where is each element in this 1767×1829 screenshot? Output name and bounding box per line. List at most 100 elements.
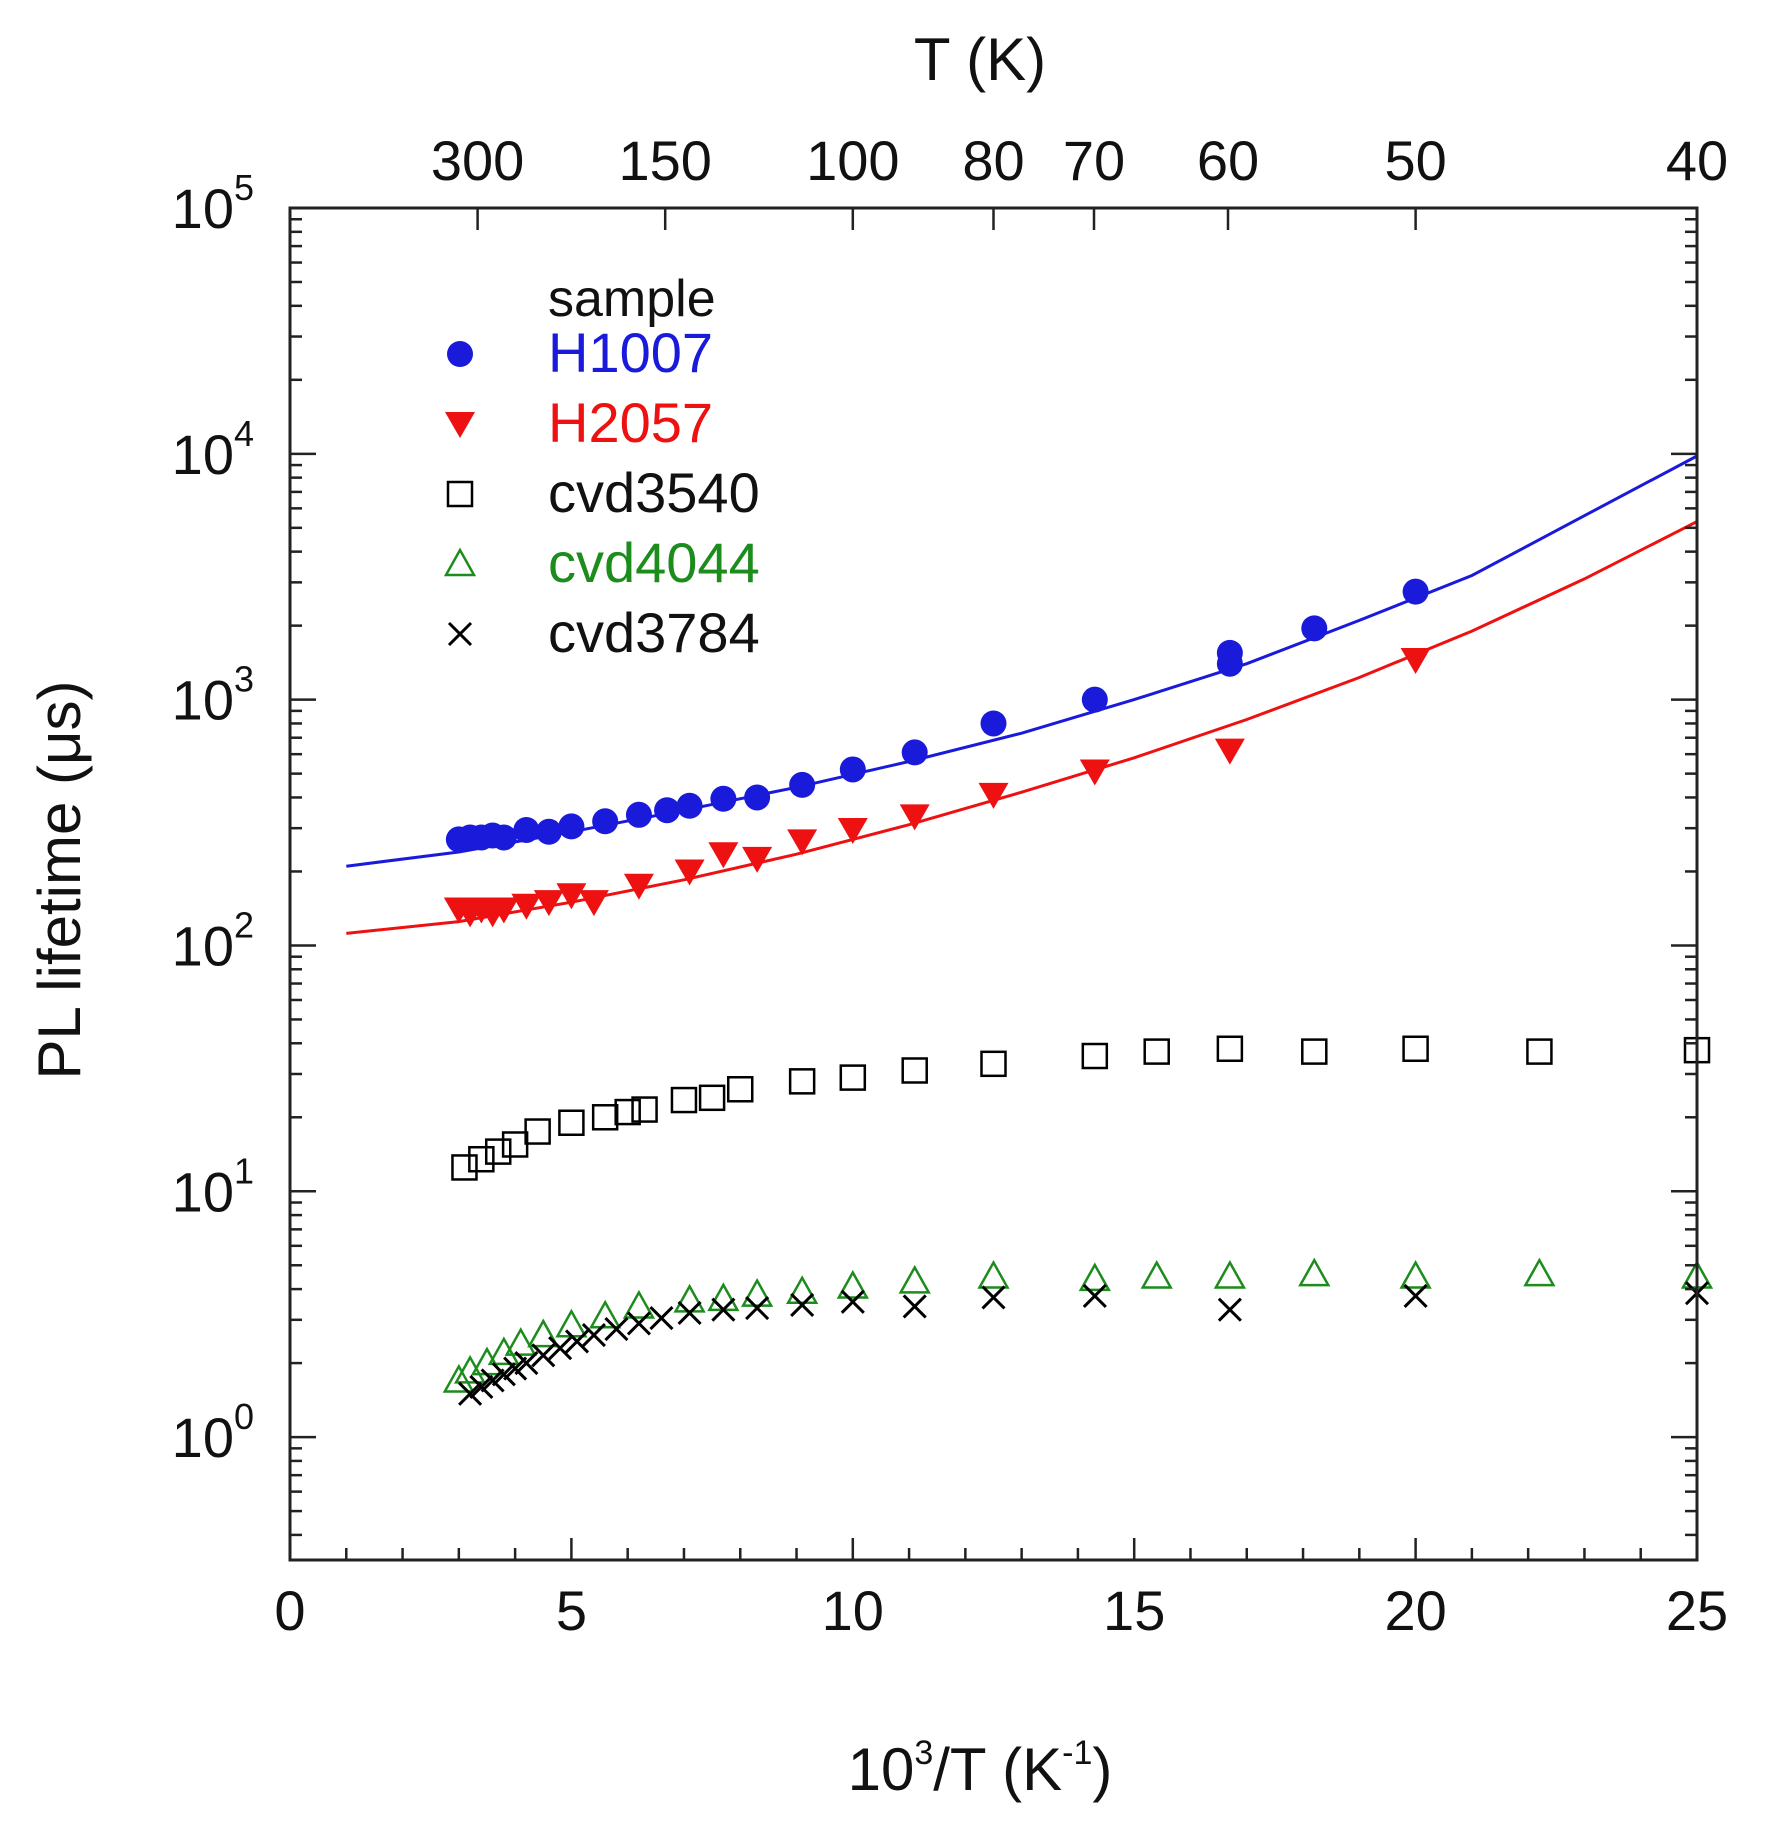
data-point-cvd3540 [1526, 1038, 1553, 1065]
data-point-cvd3784 [902, 1294, 927, 1319]
data-point-h2057 [674, 859, 705, 886]
legend-marker-h1007 [447, 341, 473, 367]
data-point-cvd3784 [1217, 1297, 1242, 1322]
data-point-cvd3540 [468, 1145, 495, 1173]
data-point-cvd4044 [527, 1318, 560, 1348]
top-tick-label: 50 [1384, 129, 1446, 192]
data-point-h1007 [654, 797, 681, 824]
data-point-h2057 [488, 897, 519, 924]
y-tick-label: 104 [172, 413, 254, 486]
data-point-h1007 [535, 818, 562, 845]
data-point-cvd4044 [589, 1299, 622, 1329]
data-point-h2057 [1079, 759, 1110, 786]
data-point-cvd3540 [524, 1118, 551, 1145]
data-point-cvd4044 [1399, 1259, 1432, 1289]
data-point-cvd3540 [614, 1098, 641, 1126]
data-point-h2057 [578, 890, 609, 917]
x-tick-label: 15 [1103, 1579, 1165, 1642]
legend-label-cvd4044: cvd4044 [548, 531, 760, 594]
data-point-h2057 [623, 873, 654, 900]
data-point-cvd4044 [504, 1327, 537, 1356]
data-point-cvd3784 [458, 1381, 483, 1406]
data-point-cvd3784 [514, 1351, 539, 1376]
data-point-h2057 [1214, 738, 1245, 765]
top-tick-label: 80 [962, 129, 1024, 192]
data-point-cvd4044 [453, 1354, 487, 1384]
data-point-h2057 [978, 782, 1009, 809]
data-point-h1007 [980, 710, 1007, 737]
data-point-cvd4044 [977, 1259, 1010, 1289]
top-axis-label: T (K) [914, 26, 1046, 93]
data-point-cvd4044 [1298, 1257, 1331, 1287]
data-points [442, 578, 1714, 1406]
data-point-cvd3540 [1216, 1035, 1244, 1063]
data-point-cvd3784 [677, 1300, 702, 1325]
data-point-h2057 [556, 883, 587, 910]
y-tick-label: 100 [172, 1396, 254, 1469]
data-point-h1007 [490, 824, 517, 851]
legend-marker-cvd4044 [443, 547, 477, 577]
legend-marker-cvd3540 [446, 480, 474, 508]
data-point-cvd3784 [790, 1292, 815, 1317]
y-tick-label: 102 [172, 904, 254, 977]
data-point-cvd3784 [981, 1285, 1006, 1310]
data-point-h2057 [742, 846, 773, 873]
legend-title: sample [548, 270, 716, 328]
data-point-cvd3540 [558, 1109, 585, 1136]
legend-label-cvd3540: cvd3540 [548, 461, 760, 524]
data-point-cvd3540 [901, 1057, 928, 1084]
data-point-cvd3784 [604, 1317, 629, 1342]
y-tick-label: 101 [172, 1150, 254, 1223]
data-point-cvd3784 [711, 1297, 736, 1322]
data-point-cvd3784 [480, 1368, 505, 1393]
data-point-cvd3784 [581, 1323, 606, 1348]
data-point-cvd3784 [745, 1295, 770, 1321]
data-point-cvd3784 [649, 1305, 674, 1331]
data-point-cvd3784 [531, 1343, 556, 1368]
data-point-cvd4044 [1523, 1257, 1556, 1287]
data-point-h1007 [1216, 639, 1243, 666]
data-point-cvd3540 [980, 1050, 1007, 1078]
data-point-cvd4044 [740, 1278, 774, 1307]
data-point-cvd3540 [698, 1084, 726, 1112]
data-point-cvd3784 [1082, 1283, 1107, 1309]
data-point-h2057 [511, 893, 542, 920]
data-point-h1007 [625, 801, 652, 828]
data-point-cvd3540 [839, 1064, 867, 1091]
top-tick-label: 150 [618, 129, 711, 192]
legend: sample H1007 H2057 cvd3540 cvd4044 cvd3784 [443, 270, 760, 664]
top-tick-label: 300 [431, 129, 524, 192]
data-point-cvd3784 [840, 1289, 865, 1314]
legend-marker-h2057 [445, 412, 475, 438]
data-point-h2057 [533, 890, 564, 917]
data-point-h1007 [901, 739, 928, 766]
data-point-h1007 [789, 771, 816, 798]
data-point-h1007 [710, 785, 737, 812]
data-point-h1007 [1402, 578, 1429, 605]
data-point-cvd4044 [836, 1269, 869, 1299]
data-point-cvd3784 [548, 1336, 573, 1361]
data-point-cvd3540 [1081, 1042, 1109, 1070]
legend-label-h1007: H1007 [548, 321, 713, 384]
data-point-cvd3540 [1301, 1038, 1328, 1065]
axis-tick-labels: 0 5 10 15 20 25 300 150 100 80 70 60 50 40 100 101 102 10… [172, 129, 1728, 1642]
data-point-cvd3540 [591, 1104, 619, 1131]
data-point-cvd4044 [442, 1363, 475, 1393]
top-tick-label: 100 [806, 129, 899, 192]
data-point-cvd3784 [491, 1362, 516, 1387]
data-point-cvd3784 [1403, 1283, 1428, 1309]
data-point-h1007 [744, 784, 771, 811]
x-tick-label: 10 [822, 1579, 884, 1642]
x-axis-label: 103/T (K-1) [848, 1734, 1113, 1803]
x-tick-label: 5 [556, 1579, 587, 1642]
y-tick-label: 105 [172, 167, 254, 240]
y-axis-label: PL lifetime (μs) [26, 680, 93, 1079]
data-point-h1007 [676, 792, 703, 819]
x-tick-label: 25 [1666, 1579, 1728, 1642]
top-tick-label: 70 [1063, 129, 1125, 192]
data-point-h2057 [837, 817, 868, 844]
x-tick-label: 20 [1384, 1579, 1446, 1642]
data-point-h1007 [839, 756, 866, 783]
